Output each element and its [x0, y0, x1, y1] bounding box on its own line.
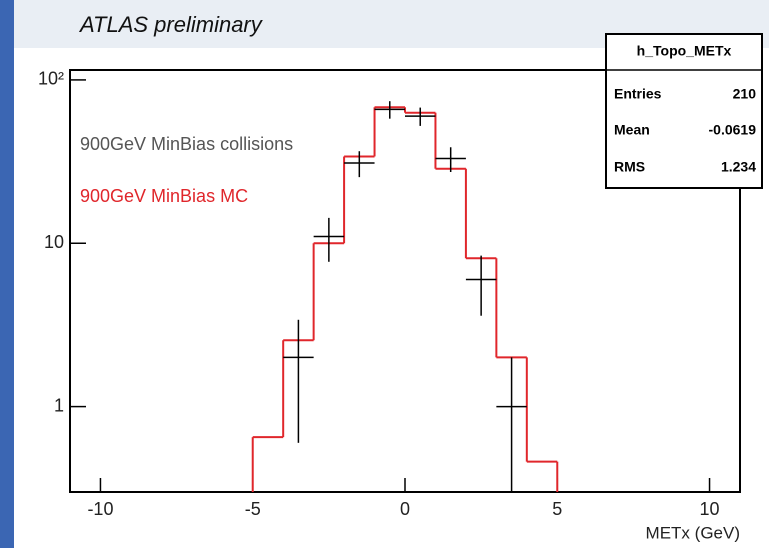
x-axis-label: METx (GeV)	[646, 523, 740, 542]
stats-value: 1.234	[721, 159, 756, 175]
x-tick-label: 10	[700, 499, 720, 519]
x-tick-label: 0	[400, 499, 410, 519]
y-tick-label: 10	[44, 232, 64, 252]
legend-entry: 900GeV MinBias MC	[80, 186, 248, 206]
stats-title: h_Topo_METx	[637, 43, 732, 59]
left-edge	[0, 0, 14, 548]
chart-title: ATLAS preliminary	[78, 12, 264, 37]
stats-frame	[605, 33, 763, 189]
stats-key: Entries	[614, 86, 662, 102]
stats-value: -0.0619	[709, 122, 757, 138]
stats-key: RMS	[614, 159, 645, 175]
stats-key: Mean	[614, 122, 650, 138]
x-tick-label: -10	[87, 499, 113, 519]
stats-value: 210	[733, 86, 757, 102]
x-tick-label: 5	[552, 499, 562, 519]
y-tick-label: 10²	[38, 69, 64, 89]
stats-box: h_Topo_METx Entries 210 Mean -0.0619 RMS…	[605, 33, 763, 189]
x-tick-label: -5	[245, 499, 261, 519]
legend-entry: 900GeV MinBias collisions	[80, 134, 293, 154]
y-tick-label: 1	[54, 395, 64, 415]
